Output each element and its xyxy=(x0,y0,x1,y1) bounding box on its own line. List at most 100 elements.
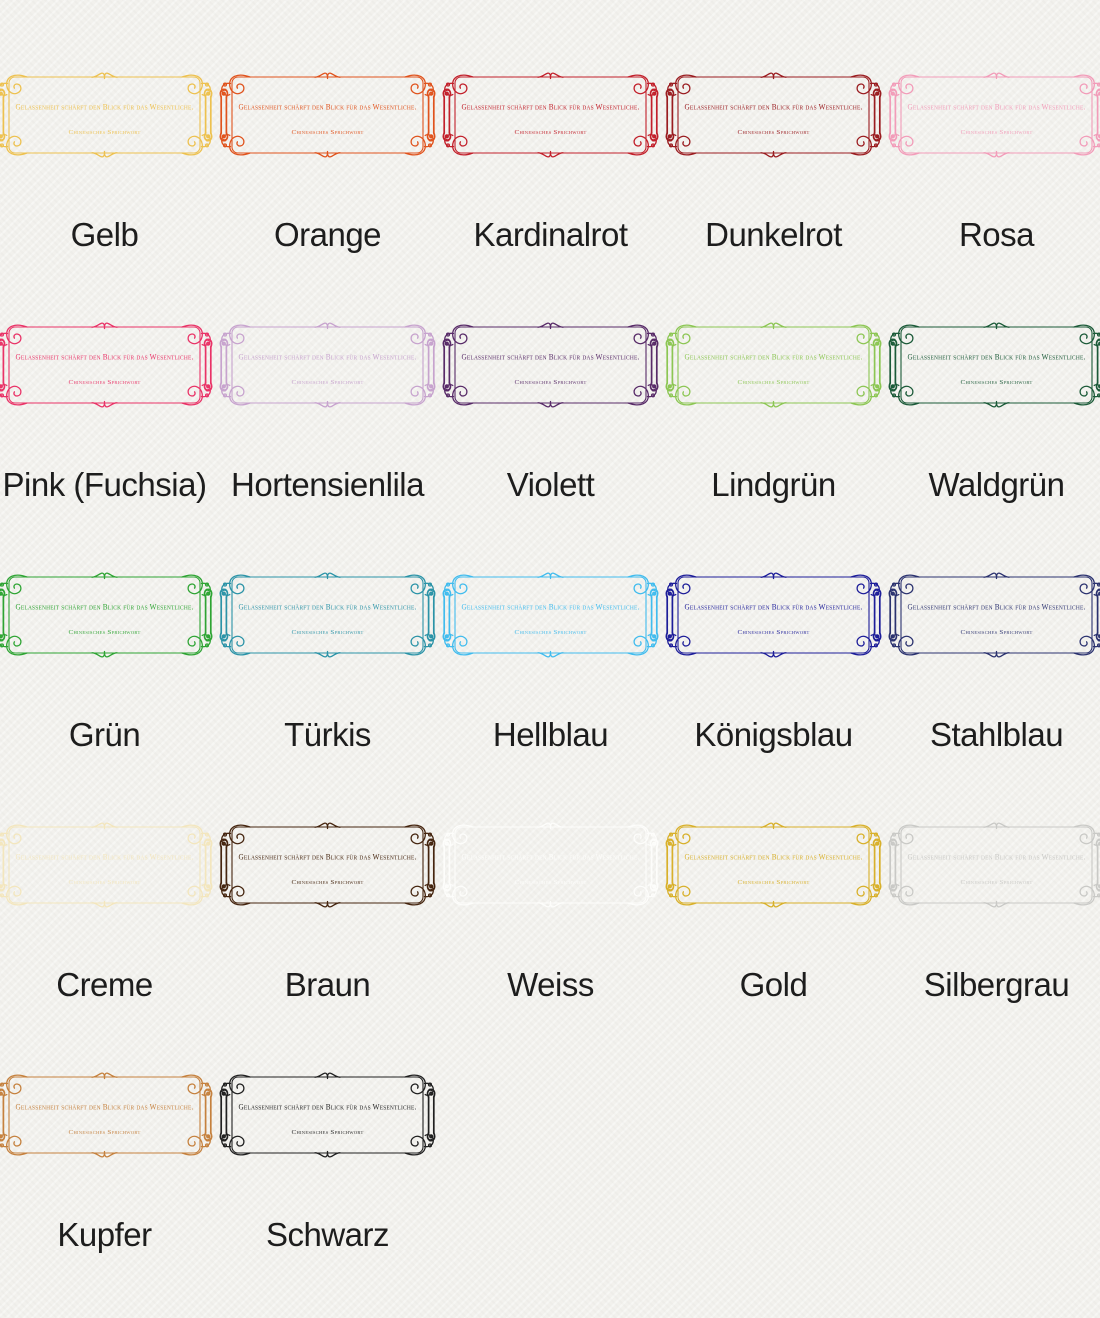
frame-quote-text: Gelassenheit schärft den Blick für das W… xyxy=(685,103,863,112)
frame-ornament-art xyxy=(0,322,213,408)
frame-ornament-art xyxy=(888,572,1100,658)
frame-ornament-art xyxy=(665,72,882,158)
frame-ornament-art xyxy=(219,1072,436,1158)
frame-ornament-art xyxy=(665,322,882,408)
ornate-frame-preview: Gelassenheit schärft den Blick für das W… xyxy=(219,322,436,408)
frame-quote-text: Gelassenheit schärft den Blick für das W… xyxy=(16,853,194,862)
frame-attribution-text: Chinesisches Sprichwort xyxy=(69,879,141,886)
color-name-label: Weiss xyxy=(507,966,594,1003)
frame-quote-text: Gelassenheit schärft den Blick für das W… xyxy=(908,603,1086,612)
frame-quote-text: Gelassenheit schärft den Blick für das W… xyxy=(908,103,1086,112)
color-name-label: Silbergrau xyxy=(923,966,1070,1003)
swatch-stahlblau: Gelassenheit schärft den Blick für das W… xyxy=(885,568,1100,818)
swatch-waldgrün: Gelassenheit schärft den Blick für das W… xyxy=(885,318,1100,568)
frame-quote-text: Gelassenheit schärft den Blick für das W… xyxy=(462,103,640,112)
frame-attribution-text: Chinesisches Sprichwort xyxy=(515,129,587,136)
color-name-label: Gelb xyxy=(70,216,139,253)
ornate-frame-preview: Gelassenheit schärft den Blick für das W… xyxy=(665,822,882,908)
ornate-frame-preview: Gelassenheit schärft den Blick für das W… xyxy=(888,822,1100,908)
swatch-gelb: Gelassenheit schärft den Blick für das W… xyxy=(0,68,216,318)
swatch-grün: Gelassenheit schärft den Blick für das W… xyxy=(0,568,216,818)
ornate-frame-preview: Gelassenheit schärft den Blick für das W… xyxy=(665,72,882,158)
swatch-hortensienlila: Gelassenheit schärft den Blick für das W… xyxy=(216,318,439,568)
ornate-frame-preview: Gelassenheit schärft den Blick für das W… xyxy=(888,72,1100,158)
frame-attribution-text: Chinesisches Sprichwort xyxy=(69,129,141,136)
frame-attribution-text: Chinesisches Sprichwort xyxy=(515,879,587,886)
swatch-schwarz: Gelassenheit schärft den Blick für das W… xyxy=(216,1068,439,1318)
ornate-frame-preview: Gelassenheit schärft den Blick für das W… xyxy=(442,322,659,408)
frame-attribution-text: Chinesisches Sprichwort xyxy=(515,379,587,386)
frame-attribution-text: Chinesisches Sprichwort xyxy=(738,629,810,636)
frame-quote-text: Gelassenheit schärft den Blick für das W… xyxy=(239,103,417,112)
frame-quote-text: Gelassenheit schärft den Blick für das W… xyxy=(462,353,640,362)
frame-quote-text: Gelassenheit schärft den Blick für das W… xyxy=(16,353,194,362)
frame-quote-text: Gelassenheit schärft den Blick für das W… xyxy=(685,853,863,862)
swatch-kupfer: Gelassenheit schärft den Blick für das W… xyxy=(0,1068,216,1318)
frame-attribution-text: Chinesisches Sprichwort xyxy=(738,379,810,386)
swatch-gold: Gelassenheit schärft den Blick für das W… xyxy=(662,818,885,1068)
swatch-braun: Gelassenheit schärft den Blick für das W… xyxy=(216,818,439,1068)
color-name-label: Kupfer xyxy=(57,1216,152,1253)
swatch-hellblau: Gelassenheit schärft den Blick für das W… xyxy=(439,568,662,818)
ornate-frame-preview: Gelassenheit schärft den Blick für das W… xyxy=(442,572,659,658)
color-name-label: Hortensienlila xyxy=(231,466,424,503)
frame-ornament-art xyxy=(888,822,1100,908)
ornate-frame-preview: Gelassenheit schärft den Blick für das W… xyxy=(0,572,213,658)
ornate-frame-preview: Gelassenheit schärft den Blick für das W… xyxy=(442,72,659,158)
color-name-label: Waldgrün xyxy=(928,466,1065,503)
frame-quote-text: Gelassenheit schärft den Blick für das W… xyxy=(16,603,194,612)
color-name-label: Dunkelrot xyxy=(705,216,842,253)
swatch-lindgrün: Gelassenheit schärft den Blick für das W… xyxy=(662,318,885,568)
frame-quote-text: Gelassenheit schärft den Blick für das W… xyxy=(239,853,417,862)
ornate-frame-preview: Gelassenheit schärft den Blick für das W… xyxy=(0,72,213,158)
ornate-frame-preview: Gelassenheit schärft den Blick für das W… xyxy=(0,322,213,408)
frame-ornament-art xyxy=(442,322,659,408)
frame-attribution-text: Chinesisches Sprichwort xyxy=(69,629,141,636)
ornate-frame-preview: Gelassenheit schärft den Blick für das W… xyxy=(888,572,1100,658)
swatch-dunkelrot: Gelassenheit schärft den Blick für das W… xyxy=(662,68,885,318)
frame-attribution-text: Chinesisches Sprichwort xyxy=(961,129,1033,136)
frame-attribution-text: Chinesisches Sprichwort xyxy=(292,879,364,886)
color-name-label: Braun xyxy=(284,966,371,1003)
color-name-label: Kardinalrot xyxy=(473,216,628,253)
ornate-frame-preview: Gelassenheit schärft den Blick für das W… xyxy=(0,1072,213,1158)
color-name-label: Pink (Fuchsia) xyxy=(2,466,207,503)
frame-ornament-art xyxy=(442,72,659,158)
swatch-pink-fuchsia: Gelassenheit schärft den Blick für das W… xyxy=(0,318,216,568)
swatch-königsblau: Gelassenheit schärft den Blick für das W… xyxy=(662,568,885,818)
ornate-frame-preview: Gelassenheit schärft den Blick für das W… xyxy=(219,822,436,908)
frame-attribution-text: Chinesisches Sprichwort xyxy=(292,379,364,386)
frame-ornament-art xyxy=(219,822,436,908)
swatch-silbergrau: Gelassenheit schärft den Blick für das W… xyxy=(885,818,1100,1068)
frame-attribution-text: Chinesisches Sprichwort xyxy=(738,879,810,886)
swatch-rosa: Gelassenheit schärft den Blick für das W… xyxy=(885,68,1100,318)
frame-attribution-text: Chinesisches Sprichwort xyxy=(961,379,1033,386)
frame-quote-text: Gelassenheit schärft den Blick für das W… xyxy=(16,1103,194,1112)
color-name-label: Lindgrün xyxy=(711,466,836,503)
frame-ornament-art xyxy=(219,572,436,658)
frame-quote-text: Gelassenheit schärft den Blick für das W… xyxy=(908,353,1086,362)
frame-ornament-art xyxy=(888,322,1100,408)
ornate-frame-preview: Gelassenheit schärft den Blick für das W… xyxy=(442,822,659,908)
swatch-orange: Gelassenheit schärft den Blick für das W… xyxy=(216,68,439,318)
frame-ornament-art xyxy=(442,822,659,908)
swatch-kardinalrot: Gelassenheit schärft den Blick für das W… xyxy=(439,68,662,318)
frame-ornament-art xyxy=(888,72,1100,158)
ornate-frame-preview: Gelassenheit schärft den Blick für das W… xyxy=(665,572,882,658)
color-name-label: Creme xyxy=(56,966,153,1003)
frame-ornament-art xyxy=(0,822,213,908)
color-name-label: Hellblau xyxy=(492,716,609,753)
frame-quote-text: Gelassenheit schärft den Blick für das W… xyxy=(239,353,417,362)
swatch-violett: Gelassenheit schärft den Blick für das W… xyxy=(439,318,662,568)
ornate-frame-preview: Gelassenheit schärft den Blick für das W… xyxy=(219,572,436,658)
frame-attribution-text: Chinesisches Sprichwort xyxy=(69,379,141,386)
frame-quote-text: Gelassenheit schärft den Blick für das W… xyxy=(685,603,863,612)
swatch-türkis: Gelassenheit schärft den Blick für das W… xyxy=(216,568,439,818)
frame-attribution-text: Chinesisches Sprichwort xyxy=(292,129,364,136)
frame-quote-text: Gelassenheit schärft den Blick für das W… xyxy=(239,1103,417,1112)
frame-attribution-text: Chinesisches Sprichwort xyxy=(515,629,587,636)
ornate-frame-preview: Gelassenheit schärft den Blick für das W… xyxy=(665,322,882,408)
frame-ornament-art xyxy=(0,572,213,658)
ornate-frame-preview: Gelassenheit schärft den Blick für das W… xyxy=(219,72,436,158)
swatch-creme: Gelassenheit schärft den Blick für das W… xyxy=(0,818,216,1068)
